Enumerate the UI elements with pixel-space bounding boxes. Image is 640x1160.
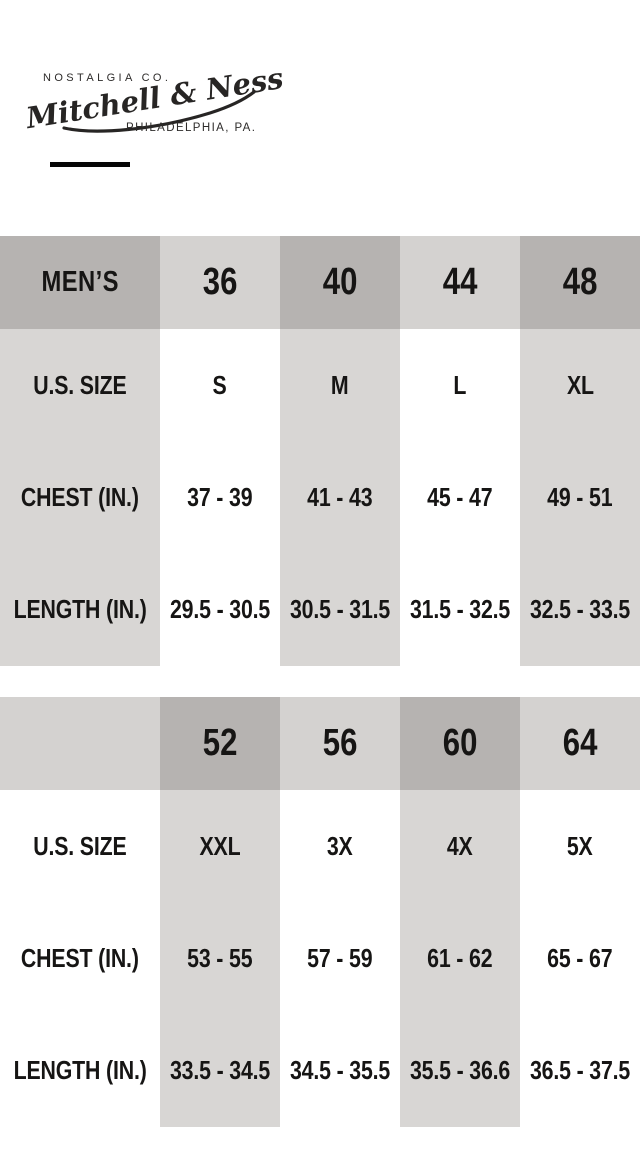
size-value-text: 4X	[447, 830, 473, 861]
size-value-cell: XXL	[160, 790, 280, 902]
size-value-text: 35.5 - 36.6	[409, 1055, 511, 1085]
size-value-text: 30.5 - 31.5	[289, 594, 391, 624]
size-value-text: 61 - 62	[427, 942, 493, 973]
size-value-text: 37 - 39	[187, 481, 253, 512]
size-value-cell: 36.5 - 37.5	[520, 1014, 640, 1127]
row-label-cell: LENGTH (IN.)	[0, 1014, 160, 1127]
size-value-text: 3X	[327, 830, 353, 861]
logo-nostalgia-co-text: NOSTALGIA CO.	[43, 72, 172, 84]
size-value-text: M	[331, 369, 349, 400]
size-value-text: 49 - 51	[547, 481, 613, 512]
size-value-cell: 41 - 43	[280, 441, 400, 553]
size-number-text: 36	[202, 261, 238, 303]
size-value-text: 31.5 - 32.5	[409, 594, 511, 624]
logo-underline-bar	[50, 162, 130, 167]
size-value-cell: 61 - 62	[400, 902, 520, 1014]
size-value-cell: 4X	[400, 790, 520, 902]
row-label-text: CHEST (IN.)	[21, 481, 139, 512]
size-value-cell: 34.5 - 35.5	[280, 1014, 400, 1127]
size-table-mens-s-to-xl: MEN’S 36 40 44 48 U.S. SIZE S M L XL CHEST (IN.) 37…	[0, 236, 640, 666]
size-number-text: 64	[562, 722, 598, 764]
size-value-text: L	[453, 369, 467, 400]
size-value-cell: 33.5 - 34.5	[160, 1014, 280, 1127]
size-value-text: 33.5 - 34.5	[169, 1055, 271, 1085]
size-value-text: S	[212, 369, 228, 400]
table-title-text: MEN’S	[41, 266, 119, 298]
size-column-header-cell: 48	[520, 236, 640, 329]
size-value-text: XXL	[199, 830, 241, 861]
size-number-text: 52	[202, 722, 238, 764]
size-value-cell: 37 - 39	[160, 441, 280, 553]
row-label-cell: CHEST (IN.)	[0, 441, 160, 553]
size-value-cell: 65 - 67	[520, 902, 640, 1014]
size-value-cell: 57 - 59	[280, 902, 400, 1014]
size-value-cell: XL	[520, 329, 640, 441]
size-value-cell: 29.5 - 30.5	[160, 553, 280, 666]
size-column-header-cell: 44	[400, 236, 520, 329]
mitchell-ness-script-logo: Mitchell & Ness	[23, 61, 286, 135]
size-value-text: 53 - 55	[187, 942, 253, 973]
table-title-header-cell: MEN’S	[0, 236, 160, 329]
size-column-header-cell: 40	[280, 236, 400, 329]
size-number-text: 56	[322, 722, 358, 764]
size-value-cell: 30.5 - 31.5	[280, 553, 400, 666]
size-value-cell: 45 - 47	[400, 441, 520, 553]
size-value-cell: 35.5 - 36.6	[400, 1014, 520, 1127]
size-value-text: 36.5 - 37.5	[529, 1055, 631, 1085]
size-number-text: 40	[322, 261, 358, 303]
row-label-text: U.S. SIZE	[33, 830, 127, 861]
row-label-cell: U.S. SIZE	[0, 329, 160, 441]
size-value-cell: M	[280, 329, 400, 441]
size-value-text: 41 - 43	[307, 481, 373, 512]
logo-philadelphia-text: PHILADELPHIA, PA.	[126, 122, 257, 134]
size-value-cell: 5X	[520, 790, 640, 902]
size-value-cell: 31.5 - 32.5	[400, 553, 520, 666]
row-label-text: U.S. SIZE	[33, 369, 127, 400]
size-column-header-cell: 64	[520, 697, 640, 790]
size-value-cell: S	[160, 329, 280, 441]
size-value-text: 5X	[567, 830, 593, 861]
size-value-text: 34.5 - 35.5	[289, 1055, 391, 1085]
row-label-cell: U.S. SIZE	[0, 790, 160, 902]
size-column-header-cell: 56	[280, 697, 400, 790]
row-label-text: LENGTH (IN.)	[13, 594, 147, 624]
row-label-cell: LENGTH (IN.)	[0, 553, 160, 666]
size-column-header-cell: 60	[400, 697, 520, 790]
size-value-cell: 3X	[280, 790, 400, 902]
size-value-cell: 49 - 51	[520, 441, 640, 553]
size-value-text: 65 - 67	[547, 942, 613, 973]
size-number-text: 48	[562, 261, 598, 303]
size-column-header-cell: 36	[160, 236, 280, 329]
size-value-text: 45 - 47	[427, 481, 493, 512]
logo-swash-underline	[62, 90, 256, 133]
size-value-text: 32.5 - 33.5	[529, 594, 631, 624]
size-number-text: 44	[442, 261, 478, 303]
size-value-cell: 32.5 - 33.5	[520, 553, 640, 666]
row-label-cell: CHEST (IN.)	[0, 902, 160, 1014]
size-value-text: 29.5 - 30.5	[169, 594, 271, 624]
row-label-text: LENGTH (IN.)	[13, 1055, 147, 1085]
size-number-text: 60	[442, 722, 478, 764]
table-title-header-cell	[0, 697, 160, 790]
brand-logo: NOSTALGIA CO. Mitchell & Ness PHILADELPH…	[0, 0, 640, 236]
size-value-text: XL	[566, 369, 594, 400]
size-value-cell: L	[400, 329, 520, 441]
size-table-xxl-to-5x: 52 56 60 64 U.S. SIZE XXL 3X 4X 5X CHEST (IN.) 53 …	[0, 697, 640, 1127]
size-value-cell: 53 - 55	[160, 902, 280, 1014]
size-column-header-cell: 52	[160, 697, 280, 790]
size-value-text: 57 - 59	[307, 942, 373, 973]
row-label-text: CHEST (IN.)	[21, 942, 139, 973]
